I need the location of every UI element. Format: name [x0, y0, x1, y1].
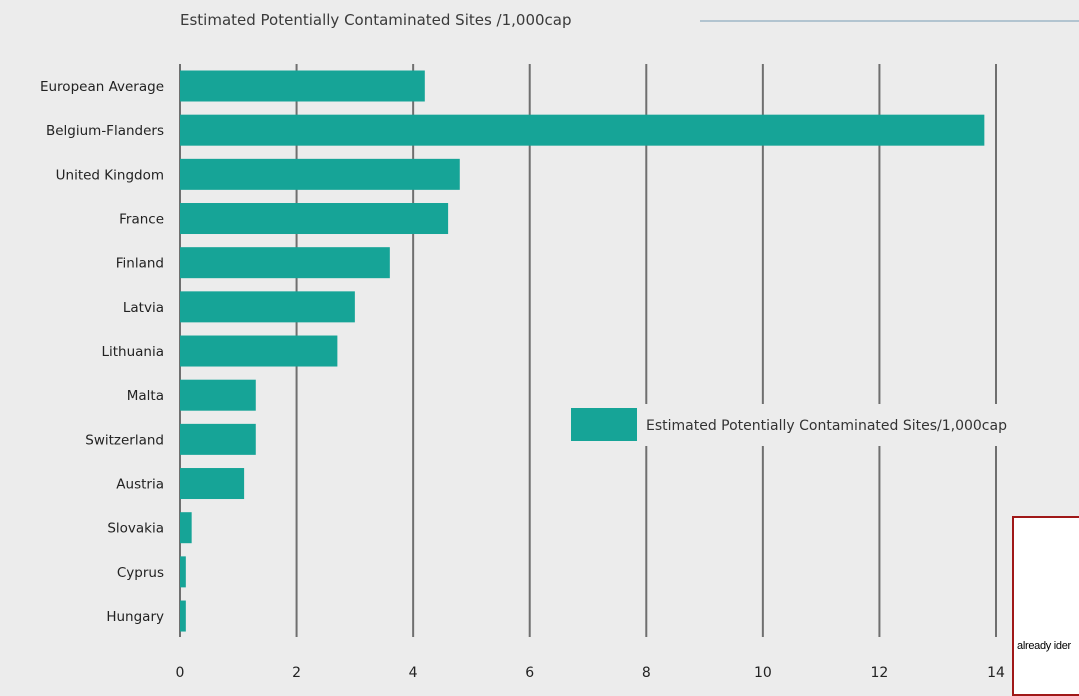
- bar: [180, 556, 186, 588]
- chart-canvas: European Average Belgium-Flanders United K…: [40, 11, 1079, 681]
- x-tick-label: 10: [754, 665, 772, 681]
- bar: [180, 512, 192, 544]
- bar: [180, 247, 390, 279]
- bar: [180, 158, 460, 190]
- category-label: Switzerland: [85, 432, 164, 448]
- x-tick-label: 8: [642, 665, 651, 681]
- bar: [180, 423, 256, 455]
- x-tick-label: 14: [987, 665, 1005, 681]
- x-tick-label: 6: [525, 665, 534, 681]
- bar-chart: European Average Belgium-Flanders United K…: [40, 11, 1079, 696]
- chart-title: Estimated Potentially Contaminated Sites…: [180, 11, 572, 29]
- bar: [180, 335, 338, 367]
- category-label: United Kingdom: [56, 167, 164, 183]
- bar: [180, 468, 245, 500]
- category-label: Lithuania: [101, 344, 164, 360]
- x-tick-label: 12: [871, 665, 889, 681]
- category-label: Cyprus: [117, 565, 164, 581]
- category-label: Finland: [116, 256, 164, 272]
- x-tick-label: 0: [176, 665, 185, 681]
- bar: [180, 114, 985, 146]
- category-label: Slovakia: [107, 521, 164, 537]
- overlay-popup-text: already ider: [1017, 640, 1071, 652]
- category-label: France: [119, 212, 164, 228]
- category-label: Hungary: [106, 609, 164, 625]
- bar: [180, 291, 355, 323]
- legend: Estimated Potentially Contaminated Sites…: [566, 404, 1079, 446]
- category-label: Austria: [116, 477, 164, 493]
- category-label: European Average: [40, 79, 164, 95]
- legend-label: Estimated Potentially Contaminated Sites…: [646, 418, 1007, 434]
- bar: [180, 600, 186, 632]
- x-tick-label: 2: [292, 665, 301, 681]
- category-label: Malta: [127, 388, 164, 404]
- x-tick-label: 4: [409, 665, 418, 681]
- bar: [180, 70, 425, 102]
- legend-swatch: [571, 408, 637, 441]
- overlay-popup: already ider: [1012, 516, 1079, 696]
- category-label: Belgium-Flanders: [46, 123, 164, 139]
- bar: [180, 379, 256, 411]
- category-label: Latvia: [123, 300, 164, 316]
- bar: [180, 203, 449, 235]
